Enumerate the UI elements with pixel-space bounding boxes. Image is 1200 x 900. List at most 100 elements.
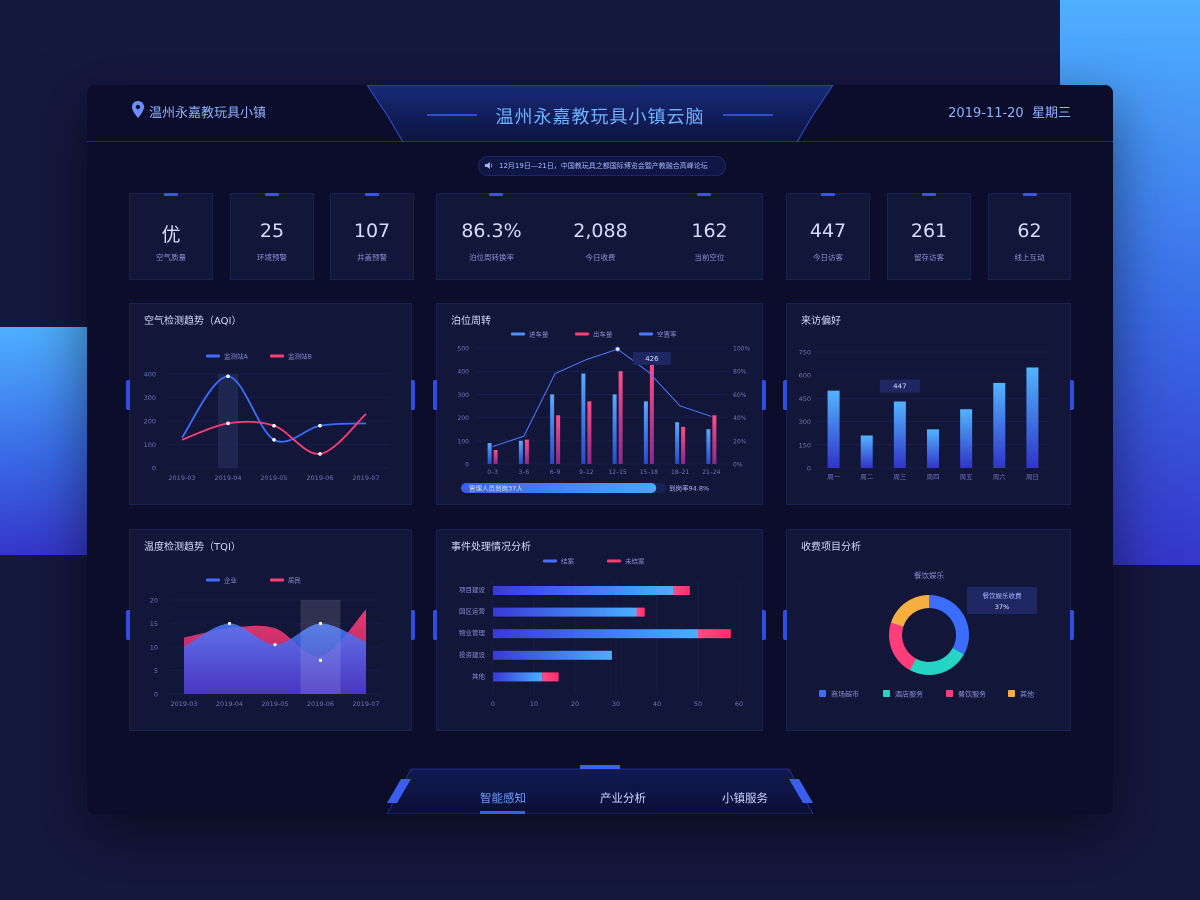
- panel-side-tab[interactable]: [433, 380, 437, 410]
- category-label: 物业管理: [459, 628, 486, 637]
- visitor-bar: [960, 409, 973, 468]
- y-tick-label: 450: [799, 395, 811, 403]
- location-pin-icon: [132, 101, 144, 118]
- y2-tick-label: 0%: [733, 462, 743, 469]
- legend-label: 未结案: [625, 557, 645, 566]
- stat-value: 86.3%: [461, 220, 522, 242]
- panel-side-tab[interactable]: [783, 610, 787, 640]
- y-tick-label: 300: [799, 418, 811, 426]
- stat-card-online-interaction[interactable]: 62 线上互动: [988, 193, 1071, 280]
- tooltip-value: 426: [645, 355, 659, 363]
- legend-swatch: [819, 690, 826, 697]
- y-tick-label: 400: [458, 369, 470, 376]
- x-tick-label: 周六: [993, 472, 1007, 481]
- panel-side-tab[interactable]: [433, 610, 437, 640]
- stat-card-manhole-alert[interactable]: 107 井盖预警: [330, 193, 414, 280]
- y-tick-label: 750: [799, 349, 811, 357]
- x-tick-label: 周日: [1026, 473, 1039, 481]
- tqi-area-chart[interactable]: 企业 居民 0 5 10 15 20 2019-03 2019-04 2019-05 2019-06…: [130, 530, 413, 732]
- panel-side-tab[interactable]: [126, 610, 130, 640]
- x-tick-label: 18–21: [671, 469, 689, 476]
- data-point: [318, 452, 322, 456]
- stat-value: 2,088: [573, 220, 628, 242]
- aqi-line-chart[interactable]: 监测站A 监测站B 0 100 200 300 400 2019-03 2019-04 2019-…: [130, 304, 413, 506]
- x-tick-label: 周五: [960, 473, 974, 481]
- panel-side-tab[interactable]: [126, 380, 130, 410]
- bar-closed: [493, 629, 698, 639]
- panel-side-tab[interactable]: [783, 380, 787, 410]
- panel-side-tab[interactable]: [1070, 610, 1074, 640]
- stat-label: 留存访客: [914, 253, 944, 262]
- panel-revenue: 收费项目分析 餐饮娱乐 餐饮娱乐收费 37% 商场超市 酒店服务 餐饮服务 其他: [783, 529, 1074, 732]
- nav-tab-smart-sensing[interactable]: 智能感知: [480, 791, 526, 805]
- area-enterprise: [184, 623, 366, 694]
- stat-card-retained-visitors[interactable]: 261 留存访客: [887, 193, 971, 280]
- stat-item-turnover: 86.3% 泊位周转换率: [437, 194, 546, 281]
- panel-side-tab[interactable]: [411, 380, 415, 410]
- category-label: 项目建设: [459, 585, 486, 594]
- stat-group-parking[interactable]: 86.3% 泊位周转换率 2,088 今日收费 162 当前空位: [436, 193, 763, 280]
- panel-side-tab[interactable]: [762, 610, 766, 640]
- panel-side-tab[interactable]: [411, 610, 415, 640]
- legend-label: 其他: [1020, 690, 1034, 699]
- panel-aqi: 空气检测趋势（AQI） 监测站A 监测站B 0 100 200 300 400 2019-03…: [126, 303, 415, 506]
- data-point: [226, 421, 230, 426]
- stat-label: 今日访客: [813, 253, 843, 262]
- x-tick-label: 2019-04: [214, 474, 241, 482]
- y-tick-label: 5: [154, 667, 158, 675]
- stat-card-accent: [488, 193, 503, 196]
- bar-out: [681, 426, 686, 464]
- x-tick-label: 2019-07: [352, 474, 379, 482]
- title-plate: [367, 85, 833, 142]
- bar-out: [493, 450, 498, 464]
- parking-bar-chart[interactable]: 进车量 出车量 空置率 0 0% 100 20% 200 40% 300 60% 400 80% 500 1…: [437, 304, 764, 506]
- donut-title: 餐饮娱乐: [914, 570, 944, 580]
- bar-in: [675, 422, 680, 464]
- panel-side-tab[interactable]: [1070, 380, 1074, 410]
- legend-label: 监测站A: [224, 352, 249, 361]
- tooltip-value: 37%: [995, 603, 1009, 611]
- category-label: 园区运营: [459, 607, 486, 616]
- visitor-bar-chart[interactable]: 0 150 300 450 600 750 周一 周二 周三 周四 周五 周六 周日 447: [787, 304, 1072, 506]
- panel-tqi: 温度检测趋势（TQI） 企业 居民 0 5 10 15 20 2019-03 2019-04 20…: [126, 529, 415, 732]
- nav-tab-industry-analysis[interactable]: 产业分析: [600, 791, 646, 805]
- data-point: [272, 423, 276, 428]
- bar-open: [636, 607, 645, 617]
- bar-in: [643, 401, 648, 464]
- donut-slice: [929, 595, 969, 655]
- bar-in: [487, 443, 492, 464]
- x-tick-label: 60: [735, 700, 743, 708]
- data-point: [318, 621, 323, 626]
- x-tick-label: 2019-05: [260, 474, 287, 482]
- legend-swatch: [946, 690, 953, 697]
- data-point: [272, 438, 276, 442]
- hover-highlight: [300, 600, 341, 694]
- bar-open: [673, 586, 690, 595]
- stat-card-env-alert[interactable]: 25 环境预警: [230, 193, 314, 280]
- visitor-bar: [927, 429, 939, 468]
- data-point: [318, 423, 322, 428]
- x-tick-label: 2019-04: [216, 700, 243, 708]
- legend-swatch: [639, 332, 653, 336]
- announcement-marquee[interactable]: 12月19日—21日，中国教玩具之都国际博览会暨产教融合高峰论坛: [478, 156, 726, 176]
- stat-card-visitors-today[interactable]: 447 今日访客: [786, 193, 870, 280]
- stat-card-accent: [922, 193, 936, 196]
- stat-card-accent: [821, 193, 835, 196]
- panel-side-tab[interactable]: [762, 380, 766, 410]
- panel-events: 事件处理情况分析 结案 未结案 0 10 20 30 40 50 60 项目建设 园区运营 物业管理投…: [433, 529, 766, 732]
- stat-card-air-quality[interactable]: 优 空气质量: [129, 193, 213, 280]
- legend-label: 结案: [561, 557, 575, 566]
- nav-tab-town-services[interactable]: 小镇服务: [722, 791, 768, 805]
- legend-label: 居民: [288, 577, 301, 585]
- x-tick-label: 2019-03: [170, 700, 197, 708]
- x-tick-label: 周四: [927, 473, 940, 481]
- y-tick-label: 15: [150, 620, 158, 628]
- progress-fill: [461, 483, 657, 493]
- visitor-bar: [993, 382, 1006, 468]
- tooltip-box: [632, 352, 671, 365]
- visitor-bar: [860, 435, 873, 468]
- x-tick-label: 2019-07: [352, 700, 379, 708]
- y-tick-label: 600: [799, 372, 811, 380]
